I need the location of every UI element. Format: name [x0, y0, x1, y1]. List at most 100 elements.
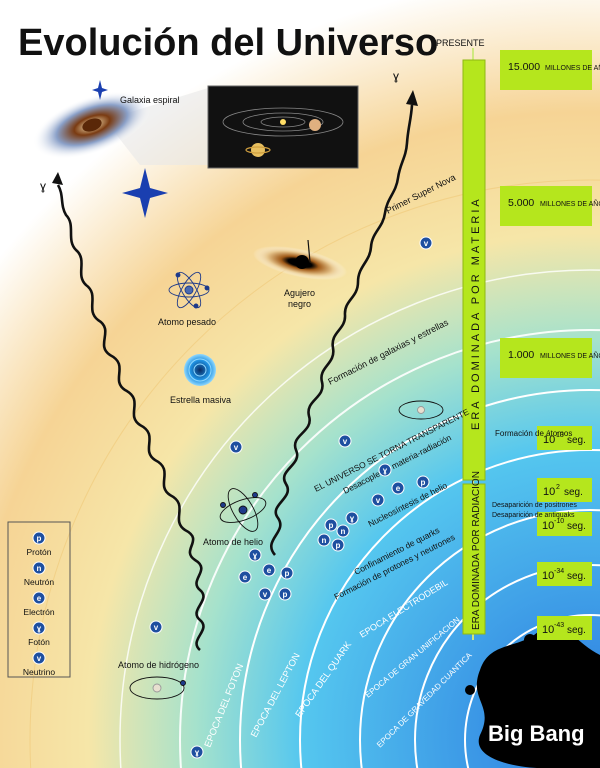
proton-particle-disc: [416, 475, 430, 489]
time-sup: -10: [554, 518, 564, 525]
time-box-1000: [500, 338, 592, 378]
time-sup: -34: [554, 568, 564, 575]
time-value: 10: [542, 624, 554, 636]
time-box-1e-34: [537, 562, 592, 586]
time-box-1e13: [537, 426, 592, 450]
neutrino-particle-symbol: v: [154, 623, 159, 632]
gamma-right: ɣ: [393, 69, 399, 83]
neutrino-particle: v: [338, 434, 352, 448]
neutrino-particle: v: [258, 587, 272, 601]
black-hole-label-line2: negro: [288, 299, 311, 309]
legend: p Protón n Neutrón e Electrón ɣ Fotón v Neutrino: [23, 531, 55, 677]
neutrino-particle-symbol: v: [343, 437, 348, 446]
time-unit: MILLONES DE AÑOS: [540, 351, 600, 360]
time-unit: seg.: [564, 487, 583, 498]
legend-electrón-icon: e: [32, 591, 46, 605]
massive-star-label: Estrella masiva: [170, 395, 231, 405]
time-box-1e2: [537, 478, 592, 502]
page-title: Evolución del Universo: [18, 22, 438, 64]
heavy-atom-label: Atomo pesado: [158, 317, 216, 327]
neutrino-particle-symbol: v: [234, 443, 239, 452]
neutrino-particle-disc: [338, 434, 352, 448]
neutrino-particle: v: [149, 620, 163, 634]
photon-particle: ɣ: [190, 745, 204, 759]
legend-neutrino-icon-symbol: v: [37, 654, 42, 663]
legend-protón-icon-symbol: p: [37, 534, 42, 543]
time-box-1e-10: [537, 512, 592, 536]
proton-particle-symbol: p: [285, 569, 290, 578]
proton-particle-disc: [280, 566, 294, 580]
timeline: PRESENTE: [436, 38, 486, 640]
legend-label: Electrón: [23, 607, 54, 617]
time-sup: 13: [556, 432, 564, 439]
legend-frame: [7, 521, 71, 678]
time-unit: MILLONES DE AÑOS: [545, 63, 600, 72]
heavy-atom-icon: [168, 271, 210, 309]
legend-electrón-icon-symbol: e: [37, 594, 42, 603]
electron-particle-symbol: e: [396, 484, 401, 493]
inset-zoom-shade: [105, 88, 208, 165]
time-value: 10: [543, 434, 555, 446]
electron-particle-disc: [262, 563, 276, 577]
helium-atom-icon: [219, 488, 267, 532]
neutrino-particle-symbol: v: [424, 239, 429, 248]
proton-particle: p: [416, 475, 430, 489]
present-label: PRESENTE: [436, 38, 485, 48]
electron-particle-symbol: e: [267, 566, 272, 575]
photon-wave-right: [270, 104, 414, 556]
band-arc: [239, 389, 600, 768]
black-hole-icon: [252, 239, 348, 280]
photon-particle-disc: [345, 511, 359, 525]
black-hole-label: Agujero negro: [284, 288, 318, 309]
legend-protón-icon: p: [32, 531, 46, 545]
legend-label: Protón: [26, 547, 51, 557]
electron-particle-disc: [238, 570, 252, 584]
star-icon: [122, 168, 168, 218]
proton-particle-symbol: p: [283, 590, 288, 599]
electron-particle: e: [391, 481, 405, 495]
gamma-left: ɣ: [40, 179, 46, 193]
photon-arrow-left: [52, 172, 63, 185]
helium-atom-label: Atomo de helio: [203, 537, 263, 547]
proton-particle-disc: [324, 518, 338, 532]
neutron-particle-symbol: n: [341, 527, 346, 536]
photon-particle-symbol: ɣ: [195, 748, 200, 757]
photon-particle-disc: [190, 745, 204, 759]
photon-particle: ɣ: [345, 511, 359, 525]
time-unit: seg.: [567, 625, 586, 636]
time-unit: MILLONES DE AÑOS: [540, 199, 600, 208]
legend-neutrón-icon-disc: [32, 561, 46, 575]
legend-label: Neutrino: [23, 667, 55, 677]
photon-arrow-right: [406, 90, 418, 106]
sun-icon: [280, 119, 286, 125]
proton-particle-symbol: p: [329, 521, 334, 530]
legend-fotón-icon-symbol: ɣ: [37, 624, 42, 633]
proton-particle-symbol: p: [336, 541, 341, 550]
big-bang-splat: [465, 623, 600, 768]
time-sup: 2: [556, 484, 560, 491]
neutrino-particle-disc: [229, 440, 243, 454]
photon-particle: ɣ: [248, 548, 262, 562]
photon-particle: ɣ: [378, 463, 392, 477]
legend-neutrino-icon-disc: [32, 651, 46, 665]
neutron-particle-symbol: n: [322, 536, 327, 545]
hydrogen-atom-icon: [129, 676, 186, 700]
electron-particle-symbol: e: [243, 573, 248, 582]
legend-fotón-icon: ɣ: [32, 621, 46, 635]
photon-particle-disc: [378, 463, 392, 477]
neutrino-particle: v: [229, 440, 243, 454]
band-arc: [359, 509, 600, 768]
matter-era-bar: [462, 59, 486, 481]
legend-neutrino-icon: v: [32, 651, 46, 665]
radiation-era-label: ERA DOMINADA POR RADIACION: [471, 471, 482, 630]
neutrino-particle-disc: [371, 493, 385, 507]
electron-particle: e: [262, 563, 276, 577]
legend-electrón-icon-disc: [32, 591, 46, 605]
time-boxes: 15.000 MILLONES DE AÑOS 5.000 MILLONES D…: [492, 50, 600, 640]
proton-particle-disc: [331, 538, 345, 552]
legend-neutrón-icon: n: [32, 561, 46, 575]
photon-particle-symbol: ɣ: [253, 551, 258, 560]
time-sup: -43: [554, 622, 564, 629]
big-bang-label: Big Bang: [488, 721, 585, 746]
time-box-5000: [500, 186, 592, 226]
